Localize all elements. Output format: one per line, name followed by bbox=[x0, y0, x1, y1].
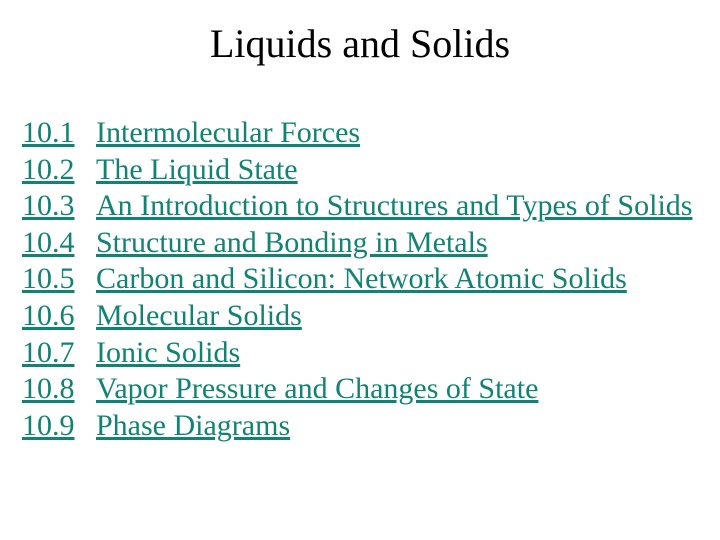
toc-number: 10.7 bbox=[22, 335, 96, 372]
page-title: Liquids and Solids bbox=[0, 22, 720, 66]
toc-number: 10.9 bbox=[22, 408, 96, 445]
toc-label: An Introduction to Structures and Types … bbox=[96, 188, 698, 225]
toc-label: Molecular Solids bbox=[96, 298, 698, 335]
table-of-contents: 10.1 Intermolecular Forces 10.2 The Liqu… bbox=[22, 115, 698, 444]
toc-number: 10.5 bbox=[22, 261, 96, 298]
toc-row: 10.5 Carbon and Silicon: Network Atomic … bbox=[22, 261, 698, 298]
toc-number: 10.3 bbox=[22, 188, 96, 225]
slide-page: Liquids and Solids 10.1 Intermolecular F… bbox=[0, 0, 720, 540]
toc-label: Carbon and Silicon: Network Atomic Solid… bbox=[96, 261, 698, 298]
toc-label: The Liquid State bbox=[96, 152, 698, 189]
toc-number: 10.8 bbox=[22, 371, 96, 408]
toc-row: 10.9 Phase Diagrams bbox=[22, 408, 698, 445]
toc-row: 10.3 An Introduction to Structures and T… bbox=[22, 188, 698, 225]
toc-row: 10.4 Structure and Bonding in Metals bbox=[22, 225, 698, 262]
toc-row: 10.8 Vapor Pressure and Changes of State bbox=[22, 371, 698, 408]
toc-row: 10.7 Ionic Solids bbox=[22, 335, 698, 372]
toc-row: 10.2 The Liquid State bbox=[22, 152, 698, 189]
toc-number: 10.1 bbox=[22, 115, 96, 152]
toc-label: Vapor Pressure and Changes of State bbox=[96, 371, 698, 408]
toc-label: Ionic Solids bbox=[96, 335, 698, 372]
toc-label: Phase Diagrams bbox=[96, 408, 698, 445]
toc-number: 10.4 bbox=[22, 225, 96, 262]
toc-row: 10.1 Intermolecular Forces bbox=[22, 115, 698, 152]
toc-row: 10.6 Molecular Solids bbox=[22, 298, 698, 335]
toc-label: Structure and Bonding in Metals bbox=[96, 225, 698, 262]
toc-number: 10.6 bbox=[22, 298, 96, 335]
toc-number: 10.2 bbox=[22, 152, 96, 189]
toc-label: Intermolecular Forces bbox=[96, 115, 698, 152]
